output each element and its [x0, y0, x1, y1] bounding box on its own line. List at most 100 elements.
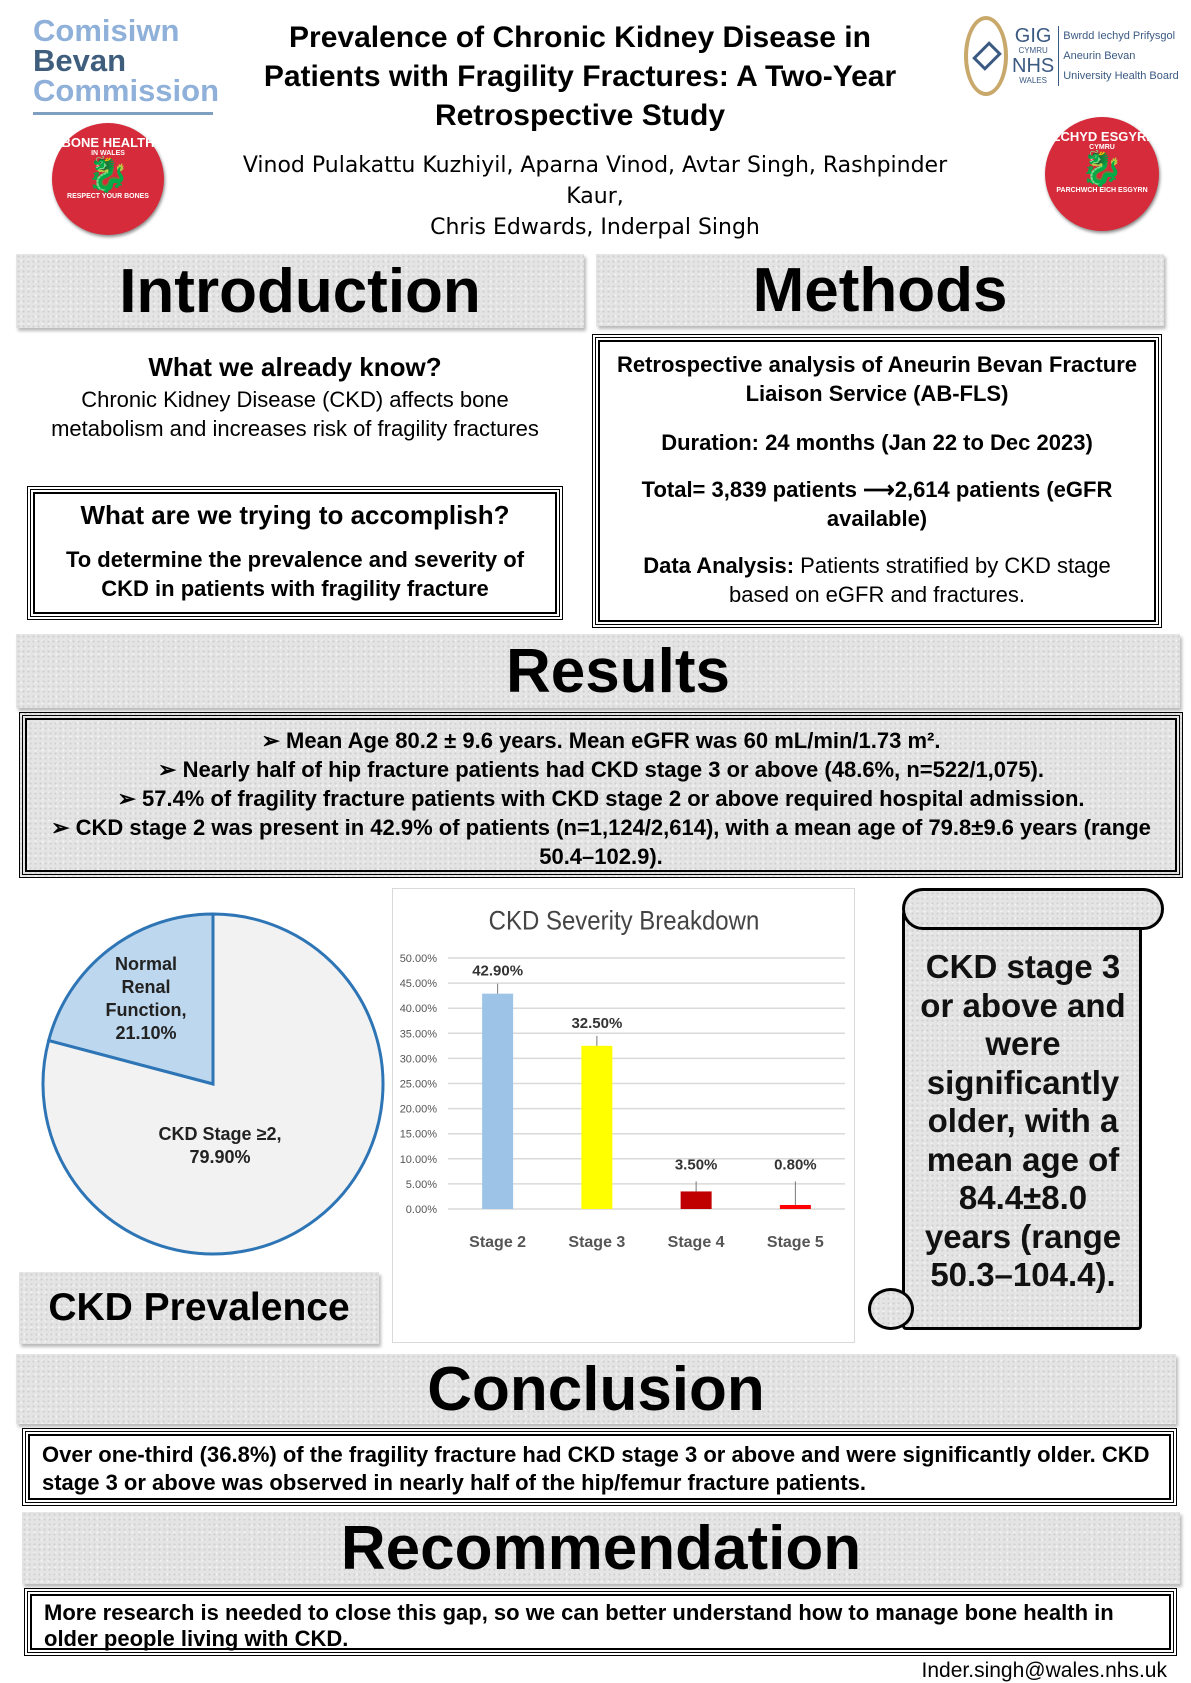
logo-text: Bwrdd Iechyd Prifysgol [1063, 29, 1176, 42]
y-tick-label: 5.00% [406, 1179, 437, 1191]
recommendation-heading: Recommendation [22, 1512, 1180, 1584]
pie-label: Normal Renal Function, 21.10% [106, 954, 187, 1043]
bevan-commission-logo: Comisiwn Bevan Commission [33, 13, 220, 115]
pie-label-line: Function, [106, 1000, 187, 1020]
scroll-top-roll [902, 888, 1164, 930]
dragon-icon: 🐉 [1080, 150, 1124, 188]
bullet-text: 57.4% of fragility fracture patients wit… [141, 786, 1085, 811]
methods-text: Retrospective analysis of Aneurin Bevan … [616, 352, 1138, 406]
conclusion-box: Over one-third (36.8%) of the fragility … [22, 1428, 1177, 1506]
y-tick-label: 20.00% [400, 1104, 438, 1116]
arrow-right-icon: ⟶ [863, 477, 895, 502]
scroll-bottom-roll [868, 1288, 914, 1330]
aim-title: What are we trying to accomplish? [80, 500, 510, 530]
introduction-heading: Introduction [16, 254, 584, 328]
authors-line: Vinod Pulakattu Kuzhiyil, Aparna Vinod, … [242, 153, 948, 209]
y-tick-label: 10.00% [400, 1154, 438, 1166]
badge-text: BONE HEALTH [61, 135, 155, 150]
celtic-knot-icon [964, 15, 1008, 96]
poster-title: Prevalence of Chronic Kidney Disease in … [263, 21, 897, 132]
methods-heading: Methods [596, 254, 1164, 326]
analysis-label: Data Analysis: [643, 553, 795, 578]
result-bullet: ➢ Nearly half of hip fracture patients h… [39, 755, 1163, 784]
analysis-text: Patients stratified by CKD stage based o… [729, 553, 1111, 607]
badge-text: IN WALES [91, 150, 125, 157]
y-tick-label: 15.00% [400, 1129, 438, 1141]
result-bullet: ➢ CKD stage 2 was present in 42.9% of pa… [39, 813, 1163, 871]
x-tick-label: Stage 5 [767, 1234, 824, 1251]
pie-label: CKD Stage ≥2, 79.90% [159, 1124, 282, 1167]
logo-text: WALES [1019, 75, 1047, 85]
logo-text: Comisiwn [33, 13, 180, 48]
nhs-wales-logo: GIG CYMRU NHS WALES Bwrdd Iechyd Prifysg… [964, 8, 1184, 103]
logo-text: NHS [1012, 54, 1055, 77]
badge-text: IECHYD ESGYRN [1048, 129, 1156, 144]
bullet-text: Nearly half of hip fracture patients had… [182, 757, 1044, 782]
methods-total: Total= 3,839 patients ⟶2,614 patients (e… [612, 475, 1142, 533]
y-tick-label: 50.00% [400, 953, 438, 965]
bone-health-badge: BONE HEALTH IN WALES 🐉 RESPECT YOUR BONE… [52, 123, 164, 235]
bar [482, 993, 514, 1209]
y-tick-label: 25.00% [400, 1079, 438, 1091]
bullet-text: CKD stage 2 was present in 42.9% of pati… [75, 815, 1151, 869]
known-text: Chronic Kidney Disease (CKD) affects bon… [51, 387, 539, 441]
authors: Vinod Pulakattu Kuzhiyil, Aparna Vinod, … [215, 150, 975, 243]
recommendation-box: More research is needed to close this ga… [24, 1588, 1177, 1656]
pie-label-line: 79.90% [189, 1147, 250, 1167]
results-heading: Results [16, 634, 1180, 708]
data-label: 42.90% [472, 963, 523, 980]
logo-text: Bevan [33, 43, 127, 78]
y-tick-label: 45.00% [400, 978, 438, 990]
x-tick-label: Stage 4 [668, 1234, 725, 1251]
pie-label-line: Renal [121, 977, 170, 997]
arrow-bullet-icon: ➢ [261, 728, 287, 753]
x-tick-label: Stage 2 [469, 1234, 526, 1251]
bar [680, 1191, 712, 1209]
scroll-callout: CKD stage 3 or above and were significan… [866, 888, 1168, 1343]
results-box: ➢ Mean Age 80.2 ± 9.6 years. Mean eGFR w… [19, 712, 1183, 878]
ckd-prevalence-heading: CKD Prevalence [19, 1272, 379, 1344]
methods-box: Retrospective analysis of Aneurin Bevan … [592, 334, 1162, 628]
iechyd-esgyrn-badge: IECHYD ESGYRN CYMRU 🐉 PARCHWCH EICH ESGY… [1045, 117, 1159, 231]
badge-text: CYMRU [1089, 144, 1115, 151]
data-label: 0.80% [774, 1156, 817, 1173]
pie-slice [46, 912, 215, 1086]
arrow-bullet-icon: ➢ [117, 786, 142, 811]
aim-box: What are we trying to accomplish? To det… [27, 486, 563, 620]
y-tick-label: 30.00% [400, 1053, 438, 1065]
pie-label-line: 21.10% [115, 1023, 176, 1043]
pie-label-line: CKD Stage ≥2, [159, 1124, 282, 1144]
total-before: Total= 3,839 patients [641, 477, 858, 502]
dragon-icon: 🐉 [86, 156, 130, 194]
logo-text: University Health Board [1063, 69, 1179, 82]
contact-email[interactable]: Inder.singh@wales.nhs.uk [921, 1659, 1167, 1682]
arrow-bullet-icon: ➢ [51, 815, 76, 840]
known-section: What we already know? Chronic Kidney Dis… [40, 352, 550, 443]
chart-title: CKD Severity Breakdown [489, 907, 760, 936]
total-after: 2,614 patients (eGFR available) [826, 477, 1113, 531]
y-tick-label: 40.00% [400, 1003, 438, 1015]
x-tick-label: Stage 3 [568, 1234, 625, 1251]
authors-line: Chris Edwards, Inderpal Singh [430, 215, 760, 240]
result-bullet: ➢ 57.4% of fragility fracture patients w… [39, 784, 1163, 813]
ckd-prevalence-pie-chart: Normal Renal Function, 21.10% CKD Stage ≥2, 7… [41, 912, 385, 1256]
scroll-text: CKD stage 3 or above and were significan… [920, 948, 1126, 1293]
known-title: What we already know? [148, 352, 442, 382]
ckd-severity-bar-chart: CKD Severity Breakdown 0.00% 5.00% 10.00% 15… [392, 888, 855, 1343]
data-label: 3.50% [675, 1156, 718, 1173]
logo-text: GIG [1014, 24, 1052, 47]
bullet-text: Mean Age 80.2 ± 9.6 years. Mean eGFR was… [286, 728, 941, 753]
badge-text: PARCHWCH EICH ESGYRN [1056, 187, 1148, 194]
pie-slice [41, 912, 385, 1256]
data-label: 32.50% [571, 1015, 622, 1032]
conclusion-heading: Conclusion [16, 1354, 1176, 1424]
bar [779, 1204, 811, 1209]
aim-text: To determine the prevalence and severity… [65, 547, 525, 601]
bar [581, 1045, 613, 1209]
logo-text: CYMRU [1018, 45, 1048, 55]
arrow-bullet-icon: ➢ [158, 757, 183, 782]
badge-text: RESPECT YOUR BONES [67, 193, 149, 200]
methods-duration: Duration: 24 months (Jan 22 to Dec 2023) [661, 430, 1093, 455]
logo-text: Commission [33, 73, 220, 108]
y-tick-label: 0.00% [406, 1204, 437, 1216]
